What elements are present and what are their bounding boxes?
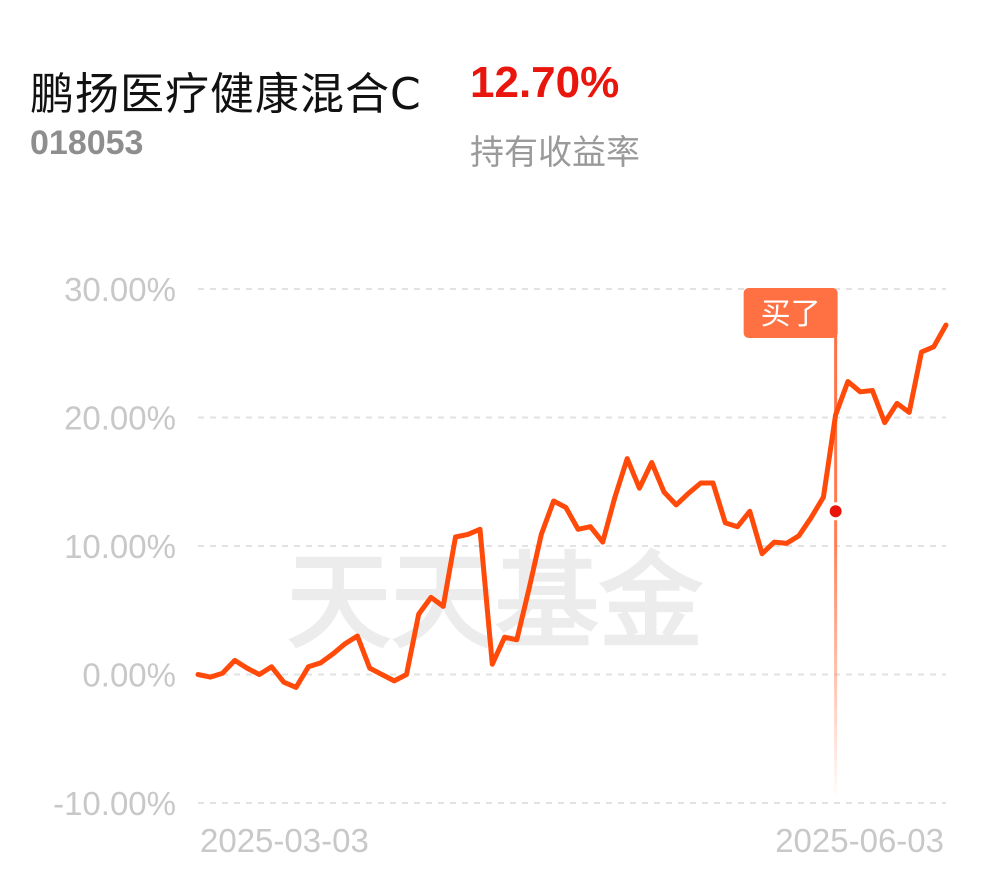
buy-marker: 买了 [743,288,838,800]
gridlines [198,288,946,804]
buy-marker-flag [743,288,838,338]
y-tick-label: 0.00% [82,657,176,694]
buy-marker-dot-layer [826,502,845,521]
y-axis-labels: 30.00% 20.00% 10.00% 0.00% -10.00% [53,271,176,822]
fund-code: 018053 [30,124,144,162]
y-tick-label: -10.00% [53,785,176,822]
holding-yield-label: 持有收益率 [470,133,640,173]
y-tick-label: 30.00% [64,271,176,308]
buy-marker-label: 买了 [761,297,821,332]
fund-name: 鹏扬医疗健康混合C [30,69,422,120]
y-tick-label: 10.00% [64,528,176,565]
watermark-text: 天天基金 [287,540,704,663]
series-layer [195,322,949,690]
buy-marker-line [834,330,838,800]
y-tick-label: 20.00% [64,400,176,437]
x-tick-label: 2025-03-03 [200,822,369,859]
holding-yield-value: 12.70% [470,58,620,107]
series-line [195,322,949,690]
x-tick-label: 2025-06-03 [775,822,944,859]
buy-marker-dot [826,502,845,521]
x-axis-labels: 2025-03-03 2025-06-03 [200,822,944,859]
